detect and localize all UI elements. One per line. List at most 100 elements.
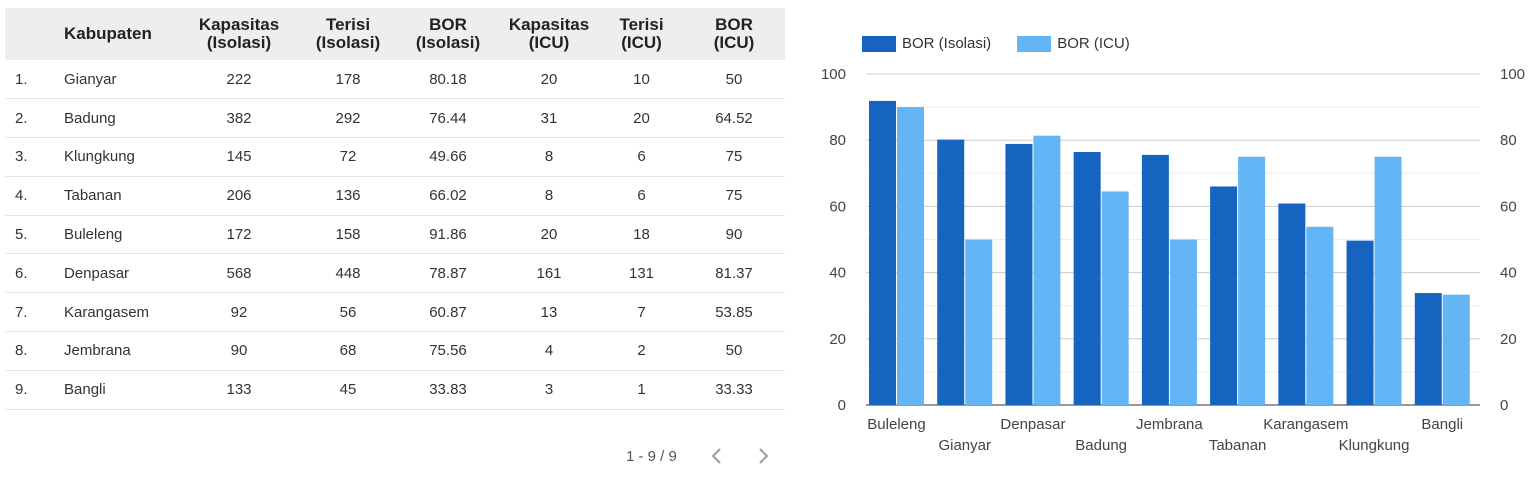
chart-legend: BOR (Isolasi) BOR (ICU)	[862, 35, 1156, 52]
cell-ter-iso: 68	[339, 342, 357, 360]
cell-ter-icu: 10	[633, 70, 650, 88]
table-row[interactable]: 7. Karangasem 92 56 60.87 13 7 53.85	[5, 293, 785, 332]
cell-kap-iso: 145	[226, 148, 252, 166]
cell-bor-iso: 78.87	[429, 264, 467, 282]
y-tick-label-left: 60	[829, 198, 846, 215]
legend-item-bor-isolasi[interactable]: BOR (Isolasi)	[862, 35, 991, 52]
bar-bor-isolasi[interactable]	[1278, 203, 1306, 405]
table-row[interactable]: 1. Gianyar 222 178 80.18 20 10 50	[5, 60, 785, 99]
bar-bor-icu[interactable]	[1033, 135, 1061, 406]
legend-label: BOR (Isolasi)	[902, 35, 992, 52]
header-terisi-isolasi[interactable]: Terisi (Isolasi)	[315, 15, 381, 52]
cell-ter-icu: 131	[628, 264, 655, 282]
bar-bor-icu[interactable]	[1101, 191, 1129, 405]
cell-kap-icu: 20	[540, 226, 558, 244]
pagination: 1 - 9 / 9	[626, 444, 795, 468]
x-tick-label: Buleleng	[867, 416, 925, 433]
cell-idx: 9.	[15, 381, 28, 399]
cell-bor-icu: 75	[725, 148, 743, 166]
cell-name: Bangli	[64, 381, 106, 399]
cell-idx: 3.	[15, 148, 28, 166]
cell-ter-iso: 45	[339, 381, 357, 399]
header-bor-icu[interactable]: BOR (ICU)	[713, 15, 755, 52]
cell-kap-iso: 90	[230, 342, 248, 360]
cell-ter-iso: 56	[339, 303, 357, 321]
cell-name: Gianyar	[64, 70, 117, 88]
cell-ter-icu: 1	[637, 381, 646, 399]
table-row[interactable]: 5. Buleleng 172 158 91.86 20 18 90	[5, 215, 785, 254]
header-index[interactable]	[5, 8, 60, 60]
cell-kap-iso: 172	[226, 226, 252, 244]
bar-bor-icu[interactable]	[1306, 226, 1334, 405]
y-tick-label-left: 40	[829, 265, 846, 282]
cell-ter-icu: 20	[633, 109, 650, 127]
cell-idx: 5.	[15, 226, 28, 244]
cell-bor-icu: 75	[725, 187, 743, 205]
table-row[interactable]: 4. Tabanan 206 136 66.02 8 6 75	[5, 176, 785, 216]
table-row[interactable]: 8. Jembrana 90 68 75.56 4 2 50	[5, 332, 785, 371]
bar-bor-isolasi[interactable]	[1005, 143, 1033, 405]
bar-bor-icu[interactable]	[1442, 294, 1470, 405]
bar-bor-icu[interactable]	[1238, 156, 1266, 405]
cell-kap-iso: 382	[226, 109, 252, 127]
cell-kap-iso: 92	[230, 303, 248, 321]
header-kapasitas-icu[interactable]: Kapasitas (ICU)	[508, 15, 590, 52]
cell-ter-iso: 136	[335, 187, 361, 205]
header-kabupaten[interactable]: Kabupaten	[64, 24, 152, 43]
cell-bor-iso: 76.44	[429, 109, 467, 127]
x-tick-label: Gianyar	[938, 437, 991, 454]
cell-name: Jembrana	[64, 342, 131, 360]
table-row[interactable]: 6. Denpasar 568 448 78.87 161 131 81.37	[5, 254, 785, 293]
cell-name: Klungkung	[64, 148, 135, 166]
bar-bor-icu[interactable]	[1374, 156, 1402, 405]
y-tick-label-left: 0	[838, 397, 846, 414]
data-table: Kabupaten Kapasitas (Isolasi) Terisi (Isol…	[5, 8, 785, 410]
y-tick-label-right: 40	[1500, 265, 1517, 282]
table-header-row: Kabupaten Kapasitas (Isolasi) Terisi (Isol…	[5, 8, 785, 60]
bar-bor-isolasi[interactable]	[869, 100, 896, 406]
header-bor-isolasi[interactable]: BOR (Isolasi)	[415, 15, 481, 52]
cell-bor-iso: 33.83	[429, 381, 467, 399]
legend-label: BOR (ICU)	[1057, 35, 1130, 52]
cell-idx: 1.	[15, 70, 28, 88]
bar-bor-isolasi[interactable]	[1346, 240, 1374, 405]
cell-kap-icu: 8	[544, 187, 554, 205]
cell-kap-icu: 31	[540, 109, 558, 127]
cell-name: Denpasar	[64, 264, 130, 282]
header-kapasitas-isolasi[interactable]: Kapasitas (Isolasi)	[198, 15, 280, 52]
cell-bor-icu: 53.85	[715, 303, 753, 321]
bar-bor-isolasi[interactable]	[1141, 154, 1169, 405]
next-page-button[interactable]	[749, 444, 777, 468]
cell-idx: 6.	[15, 264, 28, 282]
bar-bor-icu[interactable]	[1169, 239, 1197, 406]
cell-ter-icu: 6	[637, 187, 646, 205]
bar-bor-isolasi[interactable]	[1210, 186, 1238, 405]
y-tick-label-left: 80	[829, 132, 846, 149]
bar-bor-isolasi[interactable]	[1414, 293, 1442, 405]
cell-idx: 4.	[15, 187, 28, 205]
legend-swatch	[862, 35, 896, 52]
bar-bor-icu[interactable]	[965, 239, 993, 406]
bar-bor-isolasi[interactable]	[937, 139, 965, 406]
prev-page-button[interactable]	[703, 444, 731, 468]
cell-kap-iso: 568	[226, 264, 252, 282]
y-tick-label-right: 80	[1500, 132, 1517, 149]
header-terisi-icu[interactable]: Terisi (ICU)	[619, 15, 664, 52]
bar-bor-icu[interactable]	[897, 107, 924, 405]
table-row[interactable]: 3. Klungkung 145 72 49.66 8 6 75	[5, 138, 785, 177]
table-row[interactable]: 2. Badung 382 292 76.44 31 20 64.52	[5, 99, 785, 138]
bar-bor-isolasi[interactable]	[1073, 151, 1101, 405]
cell-idx: 8.	[15, 342, 28, 360]
legend-item-bor-icu[interactable]: BOR (ICU)	[1017, 35, 1130, 52]
table-row[interactable]: 9. Bangli 133 45 33.83 3 1 33.33	[5, 370, 785, 410]
cell-ter-iso: 292	[335, 109, 361, 127]
cell-ter-iso: 178	[335, 70, 361, 88]
cell-ter-icu: 7	[637, 303, 646, 321]
x-tick-label: Jembrana	[1136, 416, 1203, 433]
cell-kap-icu: 4	[544, 342, 554, 360]
x-tick-label: Karangasem	[1263, 416, 1348, 433]
cell-name: Buleleng	[64, 226, 123, 244]
x-tick-label: Badung	[1075, 437, 1127, 454]
y-tick-label-right: 20	[1500, 331, 1517, 348]
y-tick-label-right: 0	[1500, 397, 1508, 414]
